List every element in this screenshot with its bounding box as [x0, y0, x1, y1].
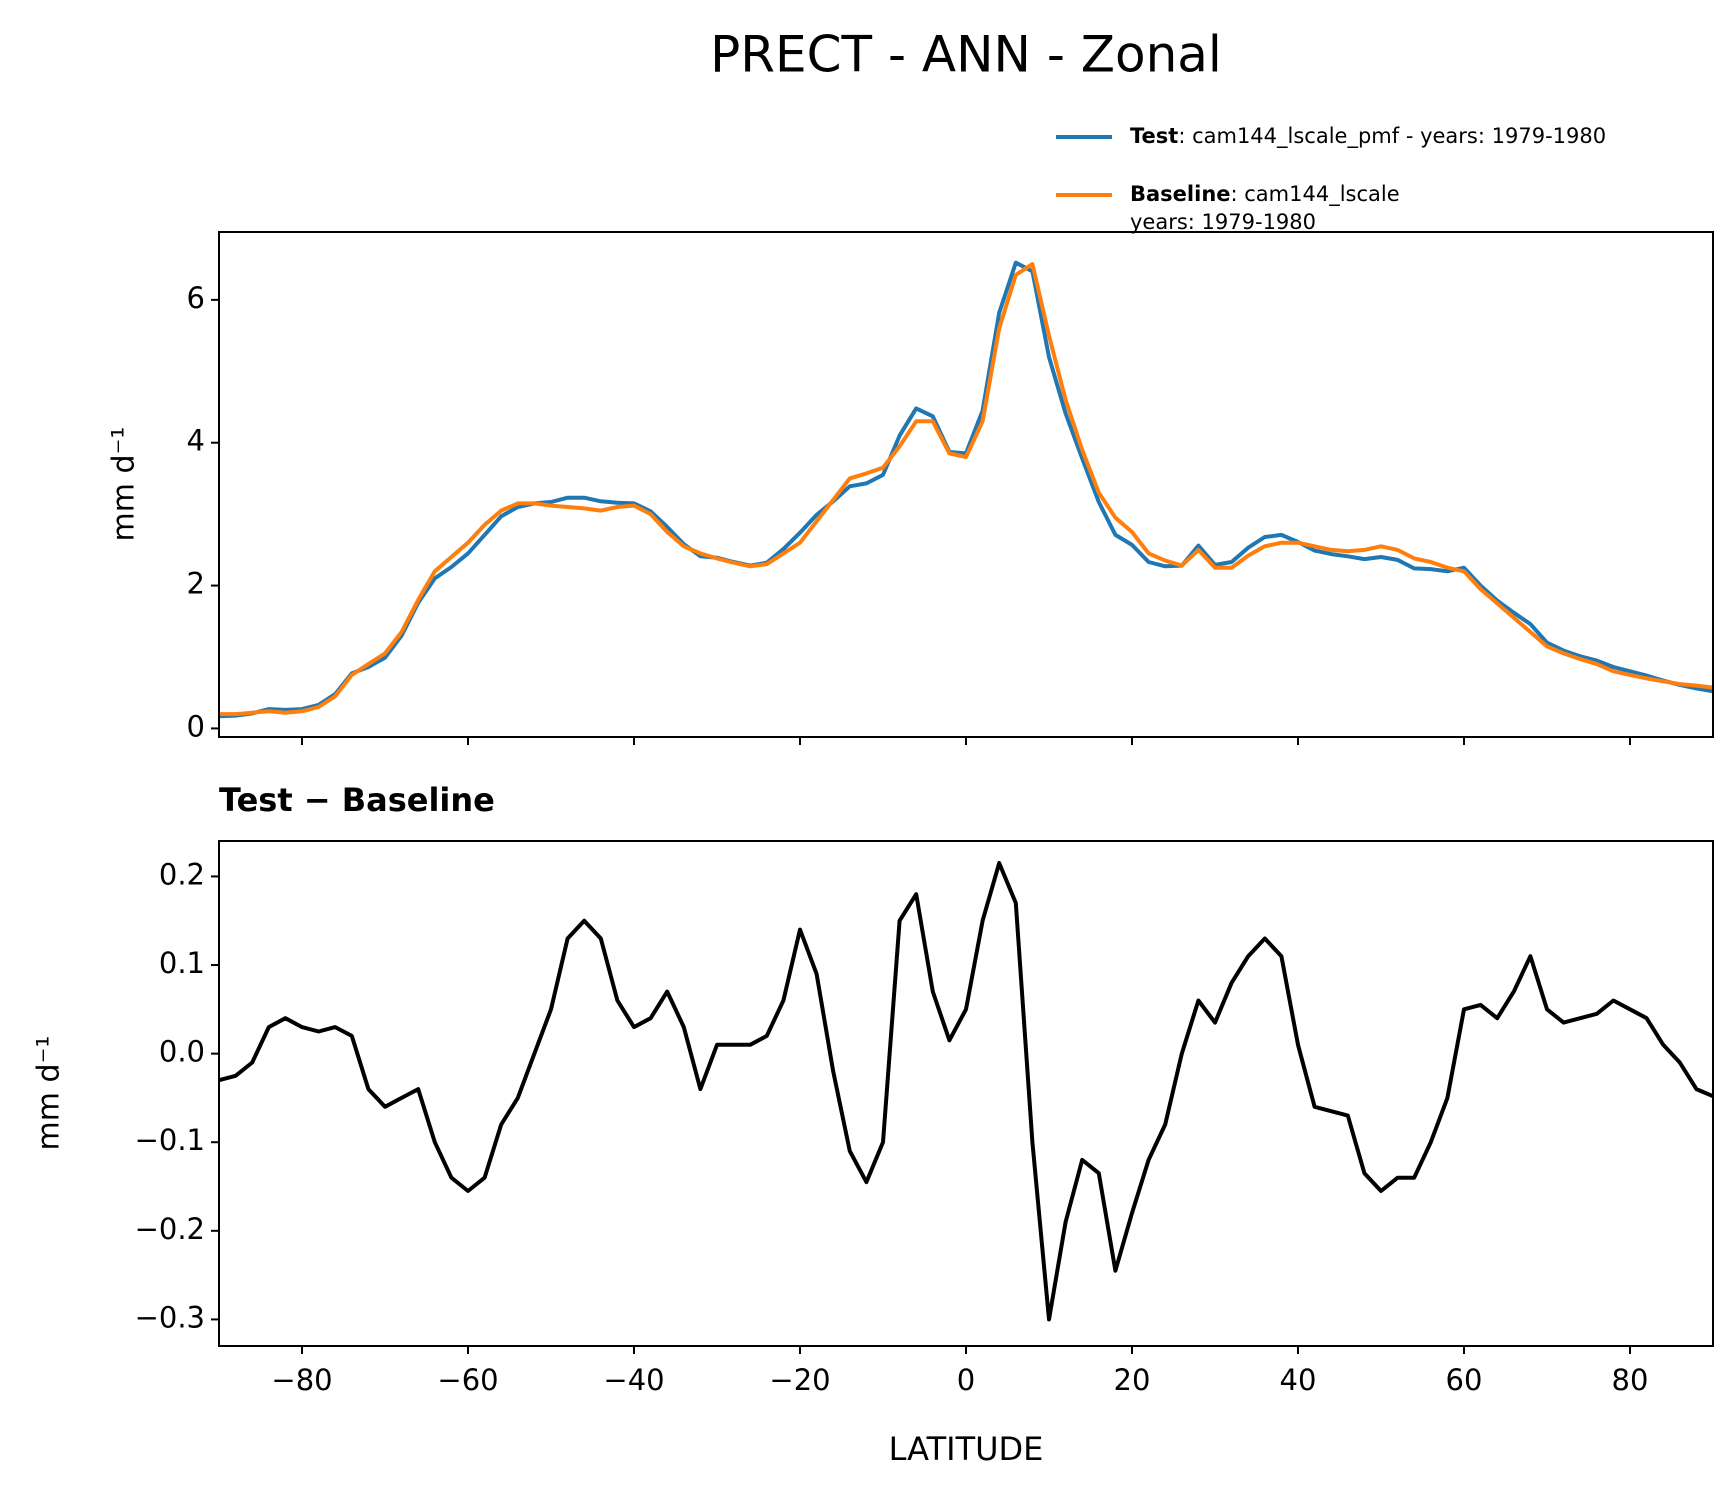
y-tick-label: 2 [187, 567, 205, 601]
legend-label: Test: cam144_lscale_pmf - years: 1979-19… [1130, 124, 1606, 149]
x-tick-label: 40 [1280, 1363, 1317, 1397]
axes-frame [218, 231, 1714, 738]
y-tick-label: 0.2 [159, 857, 205, 891]
data-line [219, 262, 1713, 717]
x-tick-label: −40 [603, 1363, 664, 1397]
y-axis-label: mm d⁻¹ [107, 427, 142, 542]
y-tick-label: 4 [187, 424, 205, 458]
y-tick-label: 0.0 [159, 1035, 205, 1069]
y-axis-label: mm d⁻¹ [32, 1036, 67, 1151]
data-line [219, 861, 1713, 1322]
plot-area [219, 861, 1713, 1322]
legend-description: years: 1979-1980 [1130, 210, 1316, 234]
legend-label: Baseline: cam144_lscale years: 1979-1980 [1130, 182, 1400, 234]
x-tick-label: −80 [271, 1363, 332, 1397]
y-tick-label: 0 [187, 709, 205, 743]
x-tick-label: 20 [1114, 1363, 1151, 1397]
y-tick-label: 0.1 [159, 946, 205, 980]
figure-title: PRECT - ANN - Zonal [710, 26, 1222, 84]
x-tick-label: 60 [1446, 1363, 1483, 1397]
plot-area [219, 260, 1713, 719]
data-line [219, 260, 1713, 719]
legend-description: : cam144_lscale [1231, 182, 1400, 207]
panel-title: Test − Baseline [219, 781, 495, 819]
y-tick-label: −0.2 [135, 1212, 205, 1246]
legend-description: : cam144_lscale_pmf - years: 1979-1980 [1178, 124, 1606, 149]
y-tick-label: 6 [187, 281, 205, 315]
x-tick-label: −60 [437, 1363, 498, 1397]
x-tick-label: 0 [957, 1363, 975, 1397]
axes-frame [218, 840, 1714, 1347]
legend-name: Test [1130, 124, 1178, 148]
x-tick-label: 80 [1612, 1363, 1649, 1397]
legend-name: Baseline [1130, 182, 1231, 206]
x-tick-label: −20 [769, 1363, 830, 1397]
y-tick-label: −0.1 [135, 1123, 205, 1157]
x-axis-label: LATITUDE [889, 1430, 1044, 1468]
y-tick-label: −0.3 [135, 1300, 205, 1334]
